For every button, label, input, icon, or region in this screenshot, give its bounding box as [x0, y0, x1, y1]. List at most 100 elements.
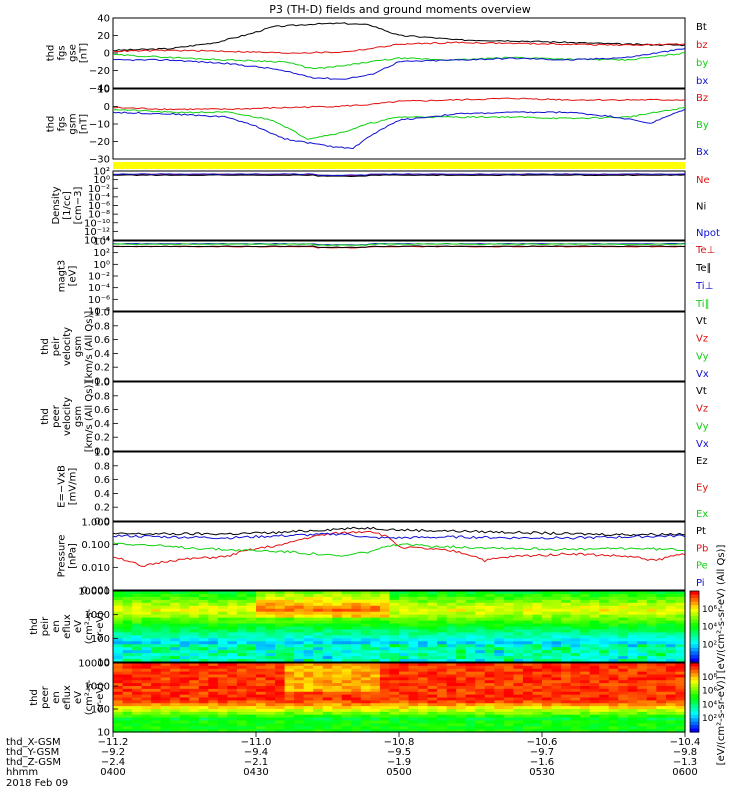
heatmap-cell: [227, 602, 238, 607]
heatmap-cell: [503, 626, 514, 631]
heatmap-cell: [208, 717, 219, 722]
heatmap-cell: [389, 683, 400, 687]
heatmap-cell: [284, 709, 295, 713]
heatmap-cell: [627, 591, 638, 595]
heatmap-cell: [389, 671, 400, 676]
heatmap-cell: [303, 650, 314, 654]
heatmap-cell: [389, 593, 400, 598]
legend-Ti∥: Ti∥: [695, 299, 710, 310]
heatmap-cell: [132, 668, 143, 673]
heatmap-cell: [113, 626, 124, 631]
heatmap-cell: [208, 653, 219, 657]
heatmap-cell: [303, 665, 314, 670]
heatmap-cell: [570, 691, 581, 696]
heatmap-cell: [589, 680, 600, 684]
heatmap-cell: [151, 591, 162, 595]
heatmap-cell: [656, 680, 667, 684]
heatmap-cell: [580, 593, 591, 598]
heatmap-cell: [484, 650, 495, 654]
heatmap-cell: [227, 680, 238, 684]
legend-Ex: Ex: [696, 509, 708, 520]
heatmap-cell: [542, 686, 553, 690]
heatmap-cell: [437, 700, 448, 704]
heatmap-cell: [313, 729, 324, 733]
heatmap-cell: [313, 644, 324, 648]
series-Te∥: [112, 245, 686, 249]
heatmap-cell: [303, 602, 314, 607]
heatmap-cell: [122, 593, 133, 598]
heatmap-cell: [513, 623, 524, 628]
heatmap-cell: [437, 644, 448, 648]
heatmap-cell: [227, 656, 238, 660]
heatmap-cell: [513, 711, 524, 716]
heatmap-cell: [198, 641, 209, 645]
heatmap-cell: [379, 629, 391, 634]
heatmap-cell: [580, 599, 591, 604]
heatmap-cell: [179, 683, 190, 687]
heatmap-cell: [408, 602, 419, 607]
heatmap-cell: [141, 694, 152, 699]
heatmap-cell: [418, 626, 429, 631]
heatmap-cell: [427, 617, 438, 622]
heatmap-cell: [198, 593, 209, 598]
heatmap-cell: [542, 674, 553, 678]
heatmap-cell: [446, 720, 457, 724]
heatmap-cell: [256, 700, 267, 704]
heatmap-cell: [618, 688, 629, 693]
heatmap-cell: [227, 686, 238, 690]
heatmap-cell: [189, 629, 200, 634]
heatmap-cell: [608, 635, 619, 639]
heatmap-cell: [236, 717, 248, 722]
heatmap-cell: [542, 720, 553, 724]
heatmap-cell: [227, 668, 238, 673]
heatmap-cell: [360, 647, 371, 651]
heatmap-cell: [303, 714, 314, 719]
heatmap-cell: [494, 683, 505, 687]
heatmap-cell: [265, 632, 276, 636]
heatmap-cell: [646, 688, 657, 693]
heatmap-cell: [217, 671, 228, 676]
heatmap-cell: [303, 608, 314, 613]
heatmap-cell: [675, 617, 686, 622]
heatmap-cell: [322, 614, 333, 619]
heatmap-cell: [170, 629, 181, 634]
heatmap-cell: [446, 653, 457, 657]
heatmap-cell: [580, 683, 591, 687]
heatmap-cell: [322, 611, 333, 616]
heatmap-cell: [236, 593, 248, 598]
heatmap-cell: [151, 623, 162, 628]
heatmap-cell: [151, 632, 162, 636]
heatmap-cell: [189, 668, 200, 673]
heatmap-cell: [265, 659, 276, 663]
heatmap-cell: [456, 623, 467, 628]
heatmap-cell: [637, 680, 648, 684]
heatmap-cell: [122, 656, 133, 660]
heatmap-cell: [522, 611, 534, 616]
heatmap-cell: [408, 650, 419, 654]
heatmap-cell: [294, 659, 305, 663]
heatmap-cell: [646, 697, 657, 701]
heatmap-cell: [589, 647, 600, 651]
heatmap-cell: [122, 647, 133, 651]
heatmap-cell: [503, 605, 514, 610]
heatmap-cell: [246, 638, 257, 642]
heatmap-cell: [294, 653, 305, 657]
heatmap-cell: [332, 665, 343, 670]
heatmap-cell: [189, 653, 200, 657]
heatmap-cell: [675, 729, 686, 733]
heatmap-cell: [313, 591, 324, 595]
heatmap-cell: [341, 599, 352, 604]
heatmap-cell: [379, 665, 391, 670]
heatmap-cell: [179, 694, 190, 699]
heatmap-cell: [646, 668, 657, 673]
heatmap-cell: [332, 668, 343, 673]
heatmap-cell: [179, 714, 190, 719]
x-row-value: −1.6: [530, 757, 554, 768]
heatmap-cell: [351, 614, 362, 619]
heatmap-cell: [513, 694, 524, 699]
heatmap-cell: [113, 602, 124, 607]
heatmap-cell: [437, 641, 448, 645]
heatmap-cell: [503, 647, 514, 651]
heatmap-cell: [599, 729, 610, 733]
heatmap-cell: [303, 720, 314, 724]
